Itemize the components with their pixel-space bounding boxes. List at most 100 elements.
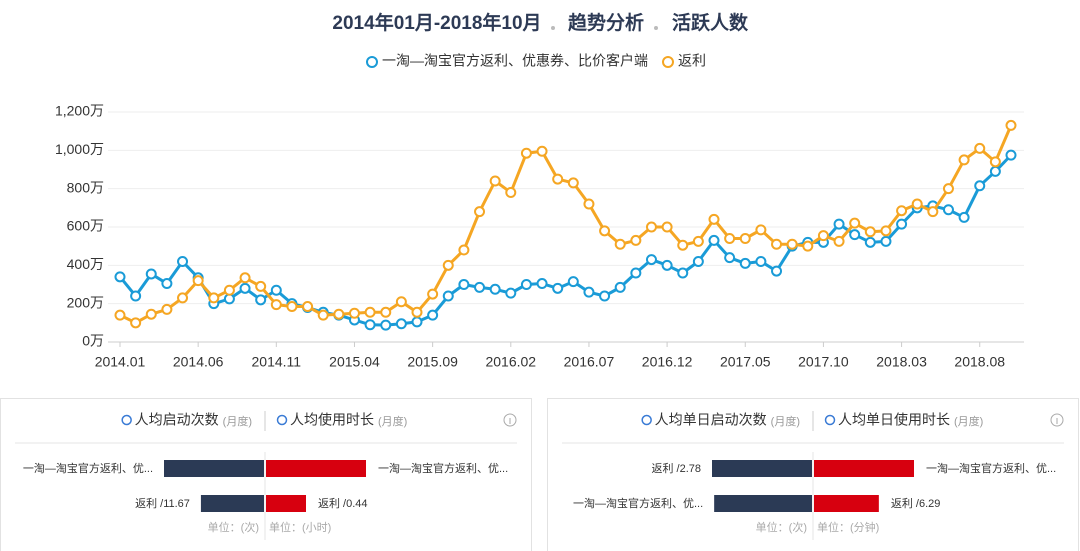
- tab-period: (月度): [223, 414, 252, 428]
- data-point: [552, 173, 564, 185]
- data-point: [880, 225, 892, 237]
- data-point: [223, 284, 235, 296]
- data-point: [177, 256, 189, 267]
- series-line: [119, 124, 1013, 325]
- data-point: [927, 206, 939, 218]
- y-tick-label: 200万: [67, 294, 104, 310]
- data-point: [661, 221, 673, 233]
- data-point: [333, 308, 345, 320]
- tab-icon: [276, 414, 288, 426]
- data-point: [380, 306, 392, 318]
- data-point: [1005, 149, 1017, 161]
- bar-label: 一淘—淘宝官方返利、优...: [573, 496, 703, 510]
- data-point: [317, 309, 329, 321]
- data-point: [630, 234, 642, 246]
- x-tick-label: 2018.03: [876, 354, 927, 370]
- data-point: [614, 238, 626, 250]
- x-tick-label: 2015.04: [329, 354, 380, 370]
- data-point: [458, 279, 470, 290]
- data-point: [974, 180, 986, 192]
- separator-dot: [654, 26, 658, 30]
- data-point: [505, 187, 517, 198]
- data-point: [896, 205, 908, 217]
- section: 趋势分析: [568, 11, 644, 34]
- data-point: [630, 267, 642, 279]
- bar: [200, 495, 264, 512]
- data-point: [130, 317, 142, 329]
- x-tick-label: 2014.01: [95, 354, 146, 370]
- bar: [814, 460, 914, 477]
- data-point: [1005, 119, 1017, 131]
- info-icon: [1050, 413, 1064, 427]
- unit-label: 单位：(小时): [269, 520, 331, 534]
- data-point: [145, 308, 157, 320]
- data-point: [348, 307, 360, 319]
- data-point: [661, 259, 673, 271]
- legend-label: 一淘—淘宝官方返利、优惠券、比价客户端: [382, 53, 648, 69]
- tab-icon: [121, 414, 132, 426]
- bar-label: 返利 /0.44: [318, 497, 368, 510]
- data-point: [364, 319, 376, 331]
- data-point: [583, 286, 595, 298]
- data-point: [771, 238, 783, 250]
- x-tick-label: 2017.10: [798, 354, 849, 370]
- metric: 活跃人数: [672, 11, 749, 34]
- data-point: [411, 306, 423, 318]
- data-point: [849, 217, 861, 229]
- data-point: [755, 224, 767, 236]
- data-point: [520, 147, 532, 159]
- data-point: [489, 283, 501, 295]
- data-point: [270, 284, 282, 296]
- data-point: [599, 225, 611, 237]
- bar: [714, 495, 812, 512]
- data-point: [474, 281, 486, 293]
- bar: [266, 495, 306, 512]
- tab-title: 人均单日启动次数: [655, 412, 767, 428]
- data-point: [755, 256, 767, 267]
- data-point: [974, 142, 986, 154]
- data-point: [958, 154, 970, 166]
- y-tick-label: 400万: [67, 256, 104, 272]
- data-point: [411, 316, 423, 328]
- data-point: [645, 221, 657, 233]
- data-point: [552, 282, 564, 294]
- bar: [712, 460, 812, 477]
- data-point: [724, 233, 736, 244]
- data-point: [771, 265, 783, 277]
- data-point: [255, 280, 267, 292]
- data-point: [395, 296, 407, 308]
- data-point: [864, 236, 876, 248]
- data-point: [286, 301, 298, 313]
- data-point: [911, 198, 923, 210]
- bar: [814, 495, 879, 512]
- y-tick-label: 800万: [67, 179, 104, 195]
- data-point: [724, 252, 736, 264]
- data-point: [817, 230, 829, 242]
- data-point: [739, 233, 751, 244]
- tab-icon: [824, 414, 836, 426]
- data-point: [708, 234, 720, 246]
- legend-marker: [662, 56, 674, 68]
- data-point: [942, 204, 954, 216]
- data-point: [833, 218, 845, 230]
- data-point: [130, 290, 142, 302]
- data-point: [567, 276, 579, 288]
- data-point: [942, 183, 954, 195]
- data-point: [239, 282, 251, 294]
- data-point: [896, 218, 908, 230]
- data-point: [239, 272, 251, 284]
- data-point: [614, 281, 626, 293]
- tab-period: (月度): [954, 414, 983, 428]
- x-tick-label: 2016.07: [564, 354, 615, 370]
- unit-label: 单位：(次): [756, 520, 807, 534]
- x-tick-label: 2016.12: [642, 354, 693, 370]
- unit-label: 单位：(次): [208, 520, 259, 534]
- data-point: [989, 156, 1001, 168]
- data-point: [583, 198, 595, 210]
- data-point: [520, 279, 532, 290]
- x-tick-label: 2016.02: [485, 354, 536, 370]
- data-point: [489, 175, 501, 187]
- tab-icon: [641, 414, 652, 426]
- data-point: [255, 294, 267, 306]
- y-tick-label: 1,200万: [55, 103, 104, 119]
